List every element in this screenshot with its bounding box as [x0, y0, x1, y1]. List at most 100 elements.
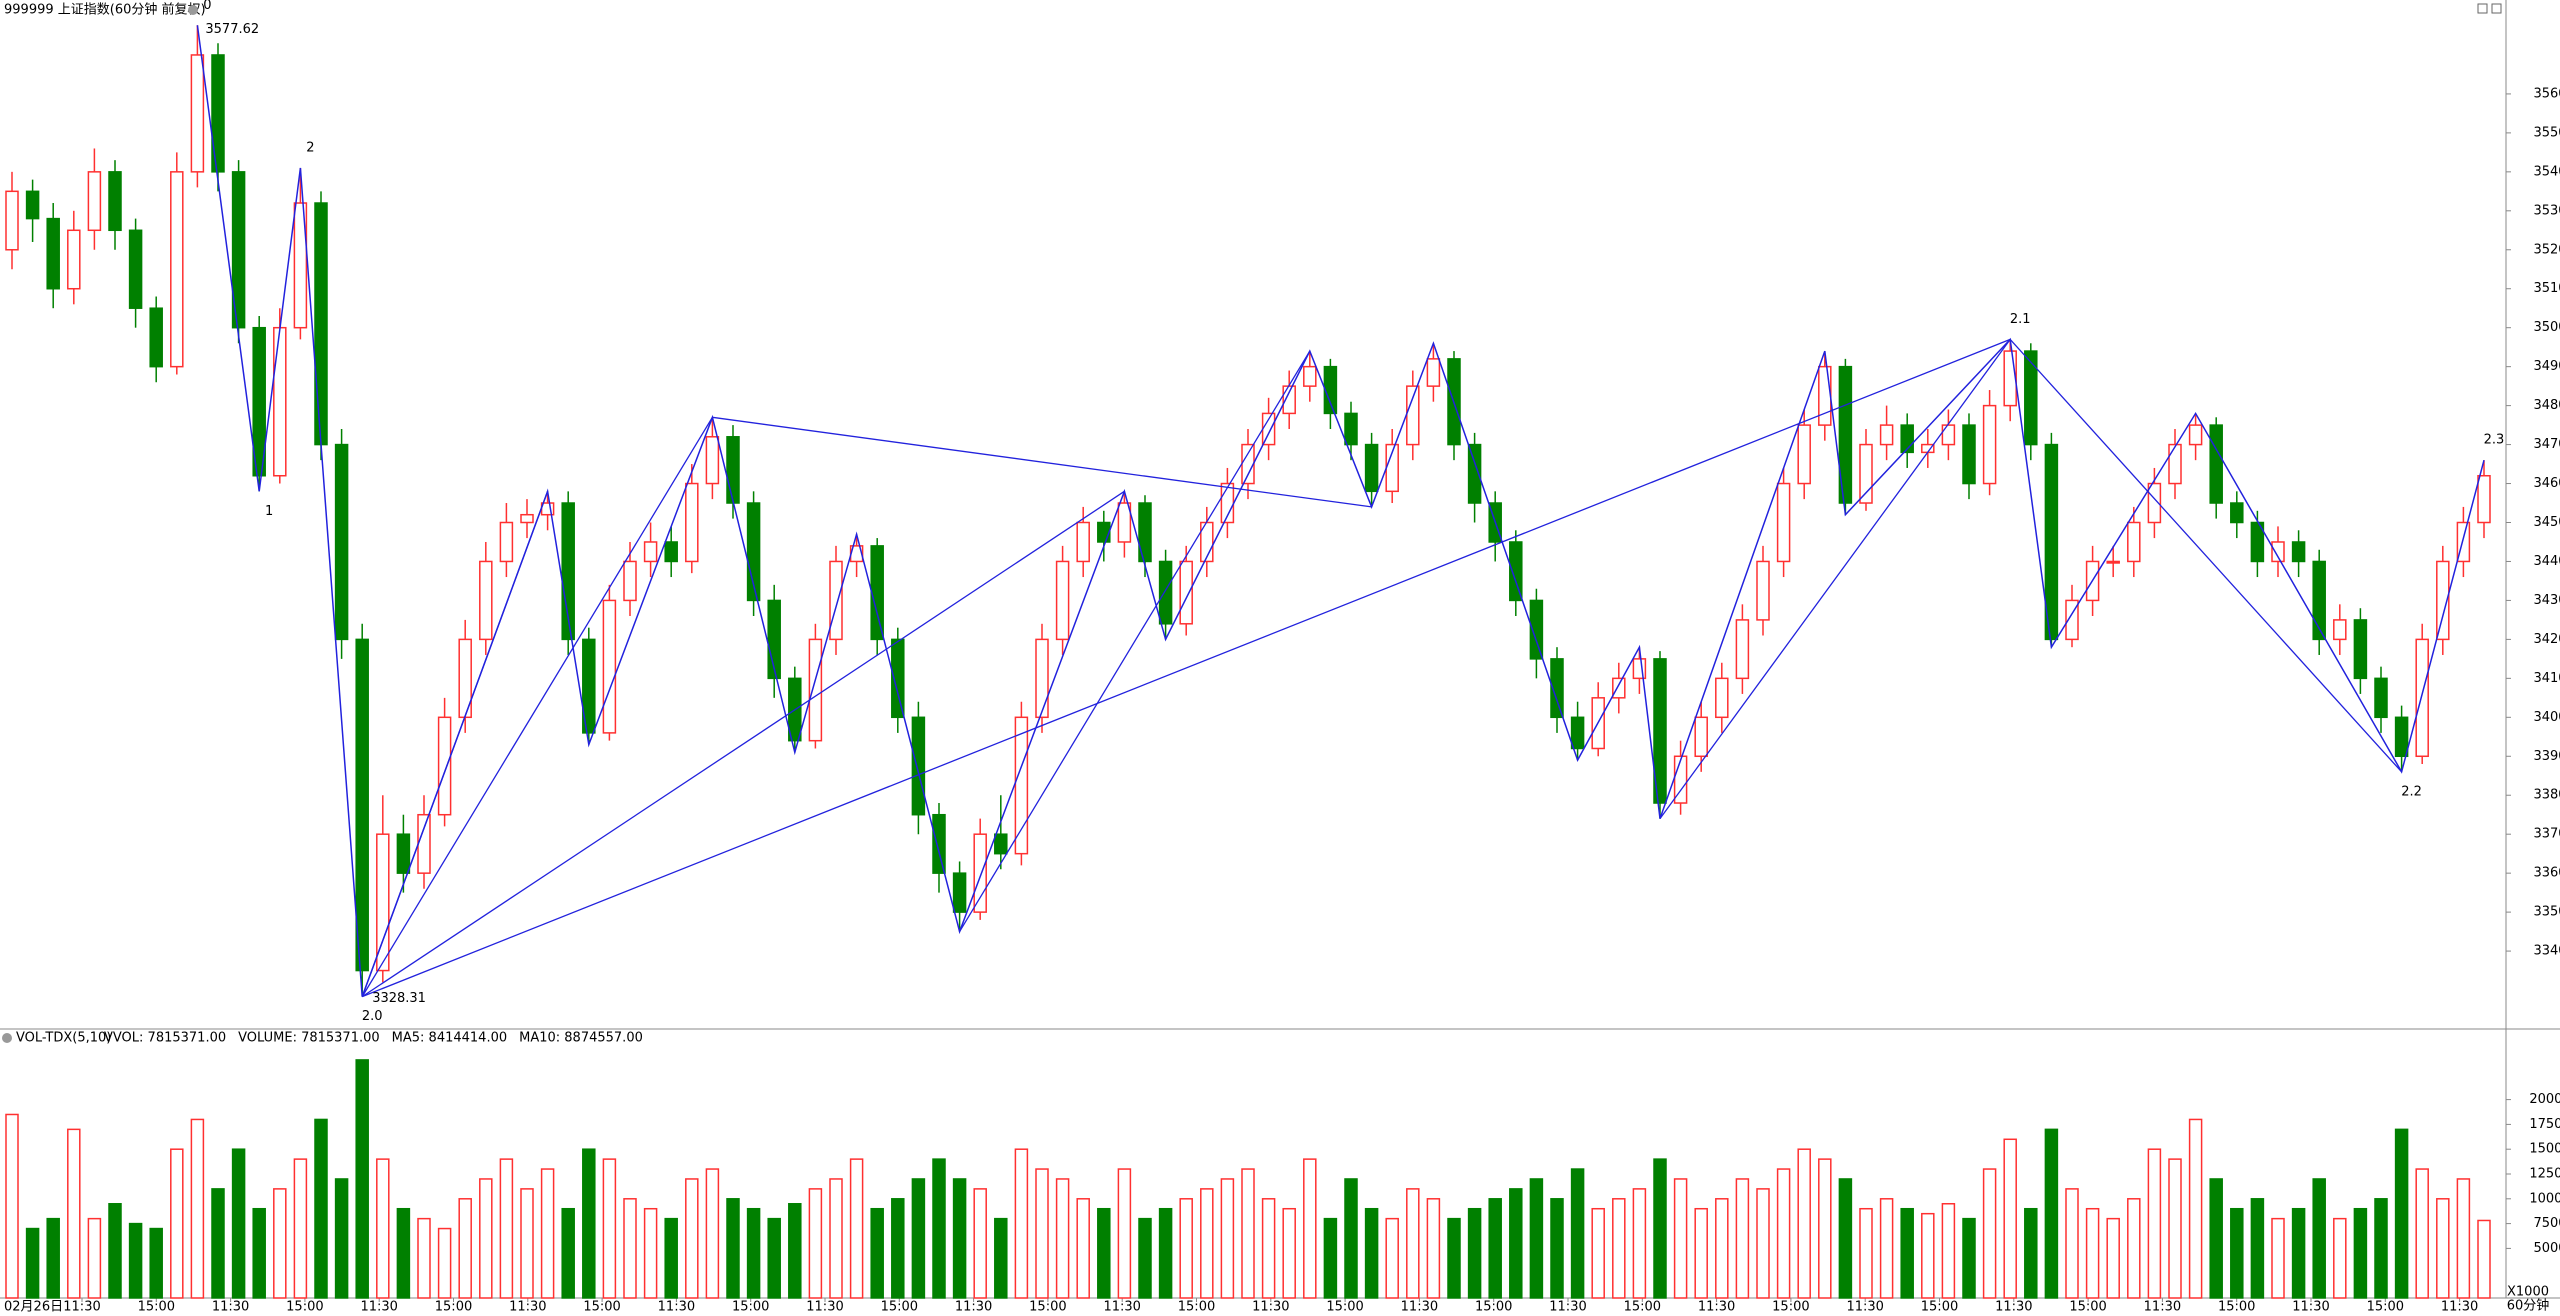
- volume-bar: [376, 1158, 390, 1299]
- y-tick-label: 3510: [2533, 281, 2560, 296]
- volume-bar: [870, 1207, 884, 1299]
- candle-body: [417, 813, 431, 874]
- volume-bar: [2044, 1128, 2059, 1299]
- candle-body: [108, 171, 122, 232]
- candle-body: [1055, 560, 1070, 641]
- y-tick-label: 3560: [2533, 86, 2560, 101]
- volume-bar: [273, 1188, 287, 1299]
- candle-body: [973, 833, 987, 913]
- candle-body: [2188, 424, 2203, 446]
- volume-bar: [2024, 1207, 2038, 1299]
- x-tick-label: 15:00: [1029, 1300, 1066, 1315]
- candle-body: [2106, 560, 2120, 564]
- title-menu-icon[interactable]: [188, 5, 198, 15]
- volume-bar: [170, 1148, 184, 1299]
- y-tick-label: 3460: [2533, 476, 2560, 491]
- x-tick-label: 15:00: [732, 1300, 769, 1315]
- wave-label: 0: [203, 0, 211, 13]
- x-tick-label: 11:30: [806, 1300, 843, 1315]
- wave-label: 2: [306, 140, 314, 155]
- y-tick-label: 3500: [2533, 320, 2560, 335]
- volume-bar: [994, 1217, 1008, 1299]
- volume-bar: [2168, 1158, 2182, 1299]
- volume-bar: [479, 1178, 493, 1299]
- volume-bar: [2353, 1207, 2368, 1299]
- volume-bar: [2209, 1178, 2223, 1299]
- x-tick-label: 15:00: [2069, 1300, 2106, 1315]
- volume-bar: [2394, 1128, 2409, 1299]
- volume-bar: [1303, 1158, 1317, 1299]
- volume-bar: [685, 1178, 699, 1299]
- volume-bar: [808, 1188, 823, 1299]
- volume-menu-icon[interactable]: [2, 1033, 12, 1043]
- volume-bar: [1735, 1178, 1750, 1299]
- y-tick-label: 3350: [2533, 905, 2560, 920]
- candle-body: [1756, 560, 1770, 621]
- candle-body: [2436, 560, 2450, 641]
- volume-bar: [128, 1222, 143, 1299]
- volume-bar: [932, 1158, 946, 1299]
- candle-body: [252, 326, 266, 477]
- candle-body: [149, 307, 163, 368]
- x-tick-label: 11:30: [509, 1300, 546, 1315]
- x-tick-label: 15:00: [1475, 1300, 1512, 1315]
- chart-title: 999999 上证指数(60分钟 前复权): [4, 2, 206, 18]
- volume-bar: [2250, 1198, 2265, 1299]
- candle-body: [1179, 560, 1193, 625]
- candle-body: [2003, 350, 2017, 407]
- volume-bar: [1385, 1217, 1399, 1299]
- x-tick-label: 15:00: [138, 1300, 175, 1315]
- volume-bar: [1509, 1188, 1523, 1299]
- x-tick-label: 11:30: [1401, 1300, 1438, 1315]
- candle-body: [2394, 716, 2409, 758]
- candle-body: [623, 560, 637, 602]
- volume-bar: [1818, 1158, 1832, 1299]
- volume-bar: [726, 1198, 740, 1299]
- x-tick-label: 11:30: [360, 1300, 397, 1315]
- volume-y-tick-label: 5000: [2533, 1241, 2560, 1256]
- volume-bar: [952, 1178, 967, 1299]
- candle-body: [726, 436, 740, 504]
- volume-y-tick-label: 7500: [2533, 1216, 2560, 1231]
- x-tick-label: 11:30: [2441, 1300, 2478, 1315]
- volume-bar: [602, 1158, 617, 1299]
- candle-body: [314, 202, 328, 446]
- volume-bar: [211, 1188, 225, 1299]
- window-button[interactable]: [2491, 3, 2502, 14]
- volume-bar: [1797, 1148, 1811, 1299]
- low-price-label: 3328.31: [372, 991, 426, 1006]
- y-tick-label: 3540: [2533, 164, 2560, 179]
- volume-bar: [1426, 1198, 1441, 1299]
- candle-body: [2024, 350, 2038, 446]
- volume-bar: [2312, 1178, 2326, 1299]
- candle-body: [46, 217, 60, 290]
- wave-label: 2.2: [2401, 784, 2422, 799]
- volume-bar: [767, 1217, 781, 1299]
- volume-bar: [1220, 1178, 1235, 1299]
- candle-body: [1097, 521, 1111, 543]
- volume-bar: [1921, 1212, 1935, 1299]
- wave-label: 2.1: [2010, 312, 2031, 327]
- window-button[interactable]: [2477, 3, 2488, 14]
- candle-body: [1632, 658, 1647, 680]
- candle-body: [499, 521, 514, 563]
- candle-body: [870, 545, 884, 641]
- candle-body: [1014, 716, 1029, 855]
- wave-label: 2.0: [362, 1009, 383, 1024]
- volume-bar: [1447, 1217, 1461, 1299]
- candle-body: [25, 190, 40, 220]
- candle-body: [5, 190, 19, 251]
- volume-bar: [458, 1198, 472, 1299]
- volume-bar: [849, 1158, 864, 1299]
- y-tick-label: 3520: [2533, 242, 2560, 257]
- volume-bar: [788, 1203, 802, 1299]
- candle-body: [808, 638, 823, 742]
- volume-bar: [561, 1207, 575, 1299]
- x-tick-label: 11:30: [1698, 1300, 1735, 1315]
- x-tick-label: 11:30: [1103, 1300, 1140, 1315]
- volume-bar: [149, 1227, 163, 1299]
- volume-bar: [231, 1148, 246, 1299]
- volume-bar: [190, 1118, 205, 1299]
- x-tick-label: 15:00: [1624, 1300, 1661, 1315]
